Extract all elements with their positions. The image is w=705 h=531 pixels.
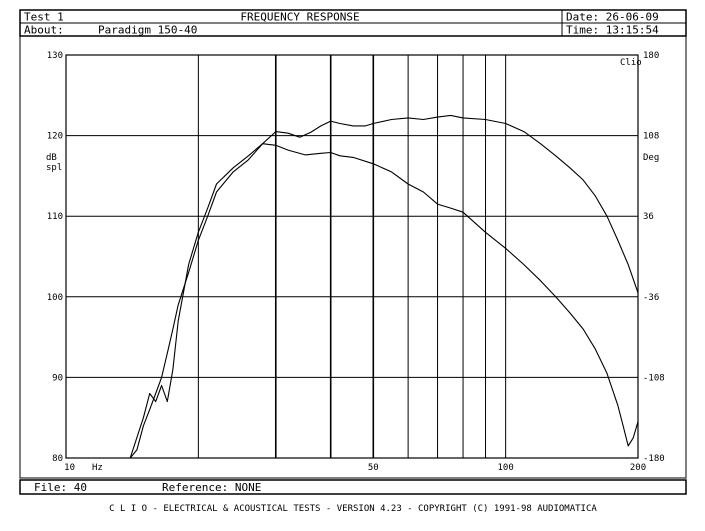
credits-line: C L I O - ELECTRICAL & ACOUSTICAL TESTS … (109, 504, 597, 514)
y-tick-label: 130 (47, 51, 63, 61)
series-line-2 (129, 143, 639, 459)
about-value: Paradigm 150-40 (98, 24, 197, 37)
x-unit-label: Hz (92, 463, 103, 473)
header: Test 1 FREQUENCY RESPONSE Date: 26-06-09… (19, 9, 687, 37)
file-box (19, 479, 687, 495)
footer: File: 40 Reference: NONE C L I O - ELECT… (19, 479, 687, 514)
outer-frame (19, 35, 687, 479)
header-title: FREQUENCY RESPONSE (240, 11, 359, 24)
date-label: Date: 26-06-09 (566, 11, 659, 24)
x-tick-label: 100 (498, 463, 514, 473)
x-tick-label: 10 (64, 463, 75, 473)
plot-area (65, 54, 639, 459)
y-tick-label: 120 (47, 132, 63, 142)
test-label: Test 1 (24, 11, 64, 24)
y2-tick-label: -108 (643, 373, 665, 383)
x-tick-label: 50 (368, 463, 379, 473)
grid (66, 54, 639, 459)
y2-corner-label: Clio (620, 58, 642, 68)
y-axis-label: dB spl (46, 153, 62, 173)
y2-tick-label: -36 (643, 293, 659, 303)
y-axis-left: 80 90 100 110 120 130 (47, 51, 63, 464)
x-axis: 10 50 100 200 Hz (64, 463, 646, 473)
series-group (129, 114, 639, 459)
series-line-1 (129, 114, 639, 459)
y2-axis-label: Deg (643, 153, 659, 163)
file-label: File: 40 (34, 481, 87, 494)
time-label: Time: 13:15:54 (566, 24, 659, 37)
x-tick-label: 200 (630, 463, 646, 473)
y2-tick-label: 180 (643, 51, 659, 61)
y2-tick-label: 108 (643, 132, 659, 142)
about-label: About: (24, 24, 64, 37)
y-tick-label: 90 (52, 373, 63, 383)
y2-tick-label: 36 (643, 212, 654, 222)
reference-label: Reference: NONE (162, 481, 261, 494)
y-axis-right: -180 -108 -36 36 108 180 (643, 51, 665, 464)
y-tick-label: 100 (47, 293, 63, 303)
y2-tick-label: -180 (643, 454, 665, 464)
y-tick-label: 80 (52, 454, 63, 464)
y-tick-label: 110 (47, 212, 63, 222)
